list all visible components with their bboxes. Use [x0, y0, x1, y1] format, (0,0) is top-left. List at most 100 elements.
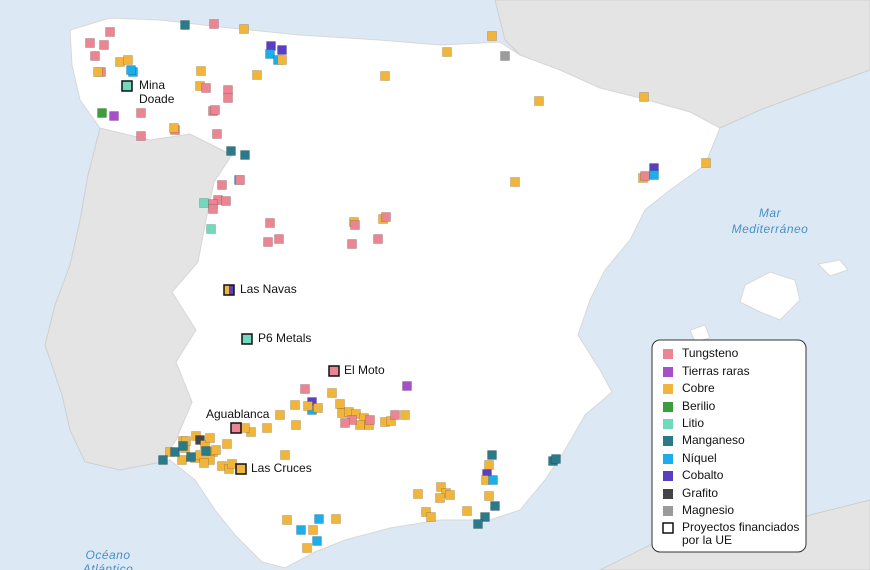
deposit-marker — [290, 400, 300, 410]
legend-swatch — [663, 436, 673, 446]
deposit-marker — [265, 49, 275, 59]
legend-swatch — [663, 471, 673, 481]
project-marker — [235, 463, 247, 475]
deposit-marker — [210, 105, 220, 115]
deposit-marker — [487, 450, 497, 460]
legend-label: Proyectos financiados por la UE — [682, 520, 799, 547]
deposit-marker — [340, 418, 350, 428]
ibiza — [689, 324, 711, 343]
legend-label: Litio — [682, 416, 704, 430]
legend-swatch — [663, 489, 673, 499]
deposit-marker — [435, 493, 445, 503]
legend-swatch — [663, 506, 673, 516]
deposit-marker — [199, 198, 209, 208]
text-line: Tierras raras — [682, 364, 750, 378]
text-line: Tungsteno — [682, 346, 739, 360]
deposit-marker — [178, 441, 188, 451]
text-line: Grafito — [682, 486, 718, 500]
legend-swatch — [663, 419, 673, 429]
legend-swatch — [663, 367, 673, 377]
deposit-marker — [211, 445, 221, 455]
text-line: por la UE — [682, 533, 732, 547]
deposit-marker — [640, 171, 650, 181]
deposit-marker — [701, 158, 711, 168]
deposit-marker — [462, 506, 472, 516]
deposit-marker — [308, 525, 318, 535]
deposit-marker — [402, 381, 412, 391]
deposit-marker — [400, 410, 410, 420]
deposit-marker — [217, 180, 227, 190]
deposit-marker — [99, 40, 109, 50]
project-marker — [121, 80, 133, 92]
deposit-marker — [445, 490, 455, 500]
sea-label: Atlántico — [82, 562, 134, 570]
text-line: Doade — [139, 92, 175, 106]
deposit-marker — [303, 401, 313, 411]
sea-label: Mediterráneo — [732, 222, 809, 236]
deposit-marker — [263, 237, 273, 247]
deposit-marker — [365, 415, 375, 425]
deposit-marker — [123, 55, 133, 65]
legend-box — [651, 339, 807, 553]
text-line: Litio — [682, 416, 704, 430]
deposit-marker — [169, 123, 179, 133]
deposit-marker — [327, 388, 337, 398]
deposit-marker — [158, 455, 168, 465]
deposit-marker — [347, 239, 357, 249]
deposit-marker — [373, 234, 383, 244]
deposit-marker — [275, 410, 285, 420]
deposit-marker — [649, 170, 659, 180]
deposit-marker — [239, 24, 249, 34]
deposit-marker — [209, 19, 219, 29]
deposit-marker — [196, 66, 206, 76]
deposit-marker — [201, 446, 211, 456]
deposit-marker — [97, 108, 107, 118]
deposit-marker — [313, 403, 323, 413]
deposit-marker — [240, 150, 250, 160]
deposit-marker — [265, 218, 275, 228]
deposit-marker — [426, 512, 436, 522]
legend-swatch — [663, 349, 673, 359]
sea-label: Océano — [85, 548, 130, 562]
deposit-marker — [136, 131, 146, 141]
deposit-marker — [436, 482, 446, 492]
text-line: Proyectos financiados — [682, 520, 799, 534]
deposit-marker — [115, 57, 125, 67]
project-label: El Moto — [344, 363, 385, 377]
deposit-marker — [488, 475, 498, 485]
legend-swatch — [663, 454, 673, 464]
deposit-marker — [314, 514, 324, 524]
deposit-marker — [177, 455, 187, 465]
legend-label: Níquel — [682, 451, 717, 465]
deposit-marker — [551, 454, 561, 464]
deposit-marker — [484, 491, 494, 501]
deposit-marker — [93, 67, 103, 77]
deposit-marker — [380, 71, 390, 81]
deposit-marker — [421, 507, 431, 517]
text-line: Magnesio — [682, 503, 734, 517]
deposit-marker — [473, 519, 483, 529]
deposit-marker — [510, 177, 520, 187]
deposit-marker — [390, 410, 400, 420]
text-line: Aguablanca — [206, 407, 270, 421]
project-marker-part — [229, 285, 234, 295]
legend: Tungsteno Tierras raras Cobre Berilio Litio M… — [651, 339, 807, 553]
deposit-marker — [487, 31, 497, 41]
text-line: Las Navas — [240, 282, 297, 296]
deposit-marker — [126, 65, 136, 75]
deposit-marker — [180, 20, 190, 30]
legend-label: Cobalto — [682, 468, 724, 482]
deposit-marker — [413, 489, 423, 499]
deposit-marker — [208, 204, 218, 214]
deposit-marker — [355, 420, 365, 430]
text-line: P6 Metals — [258, 331, 311, 345]
deposit-marker — [212, 129, 222, 139]
deposit-marker — [85, 38, 95, 48]
deposit-marker — [277, 45, 287, 55]
deposit-marker — [223, 93, 233, 103]
legend-label: Tierras raras — [682, 364, 750, 378]
project-label: Aguablanca — [206, 407, 270, 421]
deposit-marker — [186, 452, 196, 462]
deposit-marker — [266, 41, 276, 51]
